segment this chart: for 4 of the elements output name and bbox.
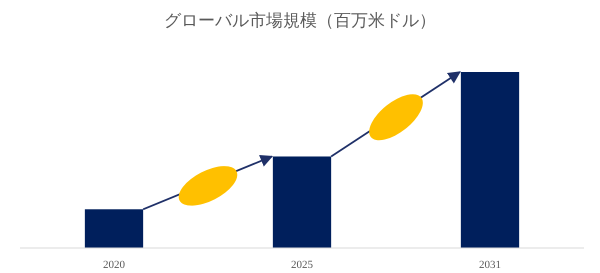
x-tick-label: 2031 bbox=[479, 259, 501, 271]
chart-title: グローバル市場規模（百万米ドル） bbox=[164, 11, 436, 31]
x-tick-label: 2020 bbox=[103, 259, 126, 271]
x-tick-label: 2025 bbox=[291, 259, 314, 271]
